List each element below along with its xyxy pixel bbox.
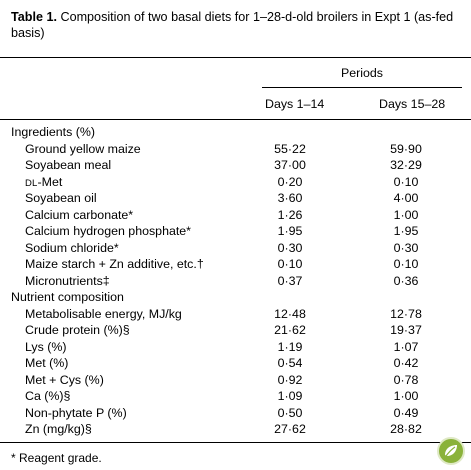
cell-days-1-14: 21·62 — [274, 323, 306, 337]
cell-days-1-14: 1·26 — [277, 207, 303, 222]
row-label: Lys (%) — [25, 339, 67, 354]
cell-days-1-14: 3·60 — [277, 191, 303, 205]
cell-days-1-14: 55·22 — [274, 141, 306, 156]
cell-days-15-28: 59·90 — [390, 141, 422, 156]
cell-days-1-14: 1·95 — [277, 224, 303, 238]
cell-days-1-14: 1·19 — [277, 339, 303, 354]
cell-days-15-28: 32·29 — [390, 158, 422, 172]
row-label: DL-Met — [25, 174, 62, 192]
cell-days-1-14: 1·09 — [277, 389, 303, 403]
table-row: Crude protein (%)§ 21·62 19·37 — [0, 322, 471, 338]
cell-days-15-28: 1·95 — [393, 224, 419, 238]
table-label: Table 1. — [11, 10, 57, 24]
cell-days-1-14: 0·37 — [277, 273, 303, 288]
table-row: Lys (%) 1·19 1·07 — [0, 339, 471, 355]
cell-days-1-14: 0·20 — [277, 174, 303, 189]
periods-header: Periods — [340, 66, 383, 80]
cell-days-15-28: 19·37 — [390, 323, 422, 337]
row-label: Micronutrients‡ — [25, 273, 110, 288]
table-row: Maize starch + Zn additive, etc.† 0·10 0·1… — [0, 256, 471, 272]
cell-days-15-28: 28·82 — [390, 422, 422, 436]
row-label: Met (%) — [25, 356, 69, 370]
cell-days-1-14: 27·62 — [274, 422, 306, 436]
row-label: Nutrient composition — [11, 290, 124, 304]
header-rule — [0, 119, 471, 120]
table-row: Ca (%)§ 1·09 1·00 — [0, 388, 471, 404]
cell-days-1-14: 0·92 — [277, 372, 303, 387]
cell-days-15-28: 0·36 — [393, 273, 419, 288]
table-row: Soyabean meal 37·00 32·29 — [0, 157, 471, 173]
row-label: Non-phytate P (%) — [25, 405, 127, 420]
table-row: Micronutrients‡ 0·37 0·36 — [0, 273, 471, 289]
row-label-rest: -Met — [37, 174, 63, 189]
cell-days-15-28: 12·78 — [390, 306, 422, 321]
column-header-days-1-14: Days 1–14 — [265, 97, 325, 111]
row-label: Calcium hydrogen phosphate* — [25, 224, 192, 238]
cell-days-15-28: 0·42 — [393, 356, 419, 370]
row-label: Ca (%)§ — [25, 389, 71, 403]
cell-days-1-14: 0·50 — [277, 405, 303, 420]
row-label-prefix: DL — [25, 177, 38, 189]
section-row: Ingredients (%) — [0, 124, 471, 140]
table-caption-text: Composition of two basal diets for 1–28-… — [11, 10, 454, 40]
row-label: Ingredients (%) — [11, 125, 96, 139]
cell-days-15-28: 1·00 — [393, 389, 419, 403]
cell-days-15-28: 0·30 — [393, 240, 419, 255]
column-header-days-15-28: Days 15–28 — [379, 97, 446, 111]
row-label: Maize starch + Zn additive, etc.† — [25, 257, 204, 271]
table-row: Calcium hydrogen phosphate* 1·95 1·95 — [0, 223, 471, 239]
row-label: Sodium chloride* — [25, 240, 119, 255]
table-row: Met + Cys (%) 0·92 0·78 — [0, 372, 471, 388]
cell-days-1-14: 37·00 — [274, 158, 306, 172]
top-rule — [0, 57, 471, 58]
table-row: Sodium chloride* 0·30 0·30 — [0, 240, 471, 256]
cell-days-1-14: 0·30 — [277, 240, 303, 255]
row-label: Ground yellow maize — [25, 141, 141, 156]
cell-days-1-14: 0·54 — [277, 356, 303, 370]
row-label: Crude protein (%)§ — [25, 323, 130, 337]
footnote: * Reagent grade. — [11, 451, 102, 465]
section-row: Nutrient composition — [0, 289, 471, 305]
table-caption: Table 1. Composition of two basal diets … — [11, 9, 463, 41]
cell-days-15-28: 0·10 — [393, 257, 419, 271]
cell-days-15-28: 4·00 — [393, 191, 419, 205]
periods-subrule — [262, 87, 462, 88]
row-label: Metabolisable energy, MJ/kg — [25, 306, 182, 321]
row-label: Met + Cys (%) — [25, 372, 104, 387]
row-label: Soyabean oil — [25, 191, 97, 205]
cell-days-1-14: 12·48 — [274, 306, 306, 321]
table-row: Ground yellow maize 55·22 59·90 — [0, 141, 471, 157]
row-label: Soyabean meal — [25, 158, 112, 172]
table-row: Calcium carbonate* 1·26 1·00 — [0, 207, 471, 223]
cell-days-15-28: 1·00 — [393, 207, 419, 222]
table-row: Metabolisable energy, MJ/kg 12·48 12·78 — [0, 306, 471, 322]
table-row: Zn (mg/kg)§ 27·62 28·82 — [0, 421, 471, 437]
table-row: Met (%) 0·54 0·42 — [0, 355, 471, 371]
table-row: DL-Met 0·20 0·10 — [0, 174, 471, 190]
cell-days-15-28: 1·07 — [393, 339, 419, 354]
cell-days-15-28: 0·78 — [393, 372, 419, 387]
leaf-badge-icon — [437, 437, 465, 465]
cell-days-15-28: 0·49 — [393, 405, 419, 420]
table-row: Soyabean oil 3·60 4·00 — [0, 190, 471, 206]
cell-days-15-28: 0·10 — [393, 174, 419, 189]
bottom-rule — [0, 442, 471, 443]
table-row: Non-phytate P (%) 0·50 0·49 — [0, 405, 471, 421]
row-label: Zn (mg/kg)§ — [25, 422, 92, 436]
row-label: Calcium carbonate* — [25, 207, 134, 222]
cell-days-1-14: 0·10 — [277, 257, 303, 271]
